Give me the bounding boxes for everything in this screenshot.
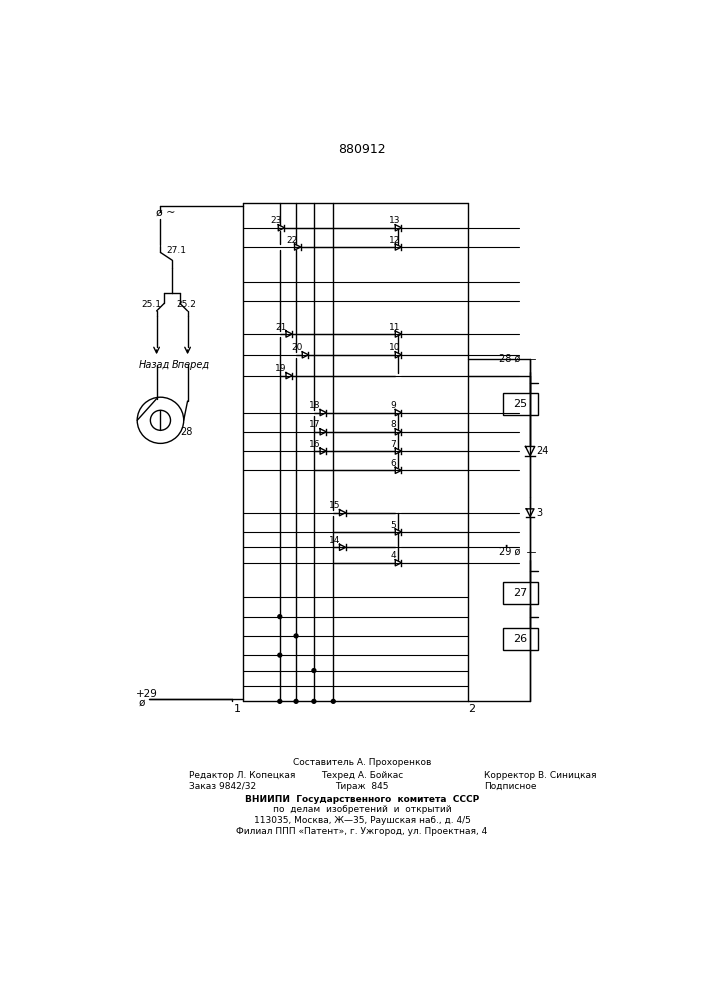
Text: ВНИИПИ  Государственного  комитета  СССР: ВНИИПИ Государственного комитета СССР — [245, 795, 479, 804]
Text: 7: 7 — [391, 440, 397, 449]
Circle shape — [332, 699, 335, 703]
Text: Назад: Назад — [139, 360, 170, 370]
Text: 21: 21 — [275, 323, 286, 332]
Text: 11: 11 — [389, 323, 401, 332]
Text: 8: 8 — [391, 420, 397, 429]
Text: 27.1: 27.1 — [166, 246, 186, 255]
Text: 29 ø  —: 29 ø — — [499, 546, 537, 556]
Text: 23: 23 — [271, 216, 282, 225]
Text: 5: 5 — [391, 521, 397, 530]
Text: 2: 2 — [469, 704, 476, 714]
Text: Редактор Л. Копецкая: Редактор Л. Копецкая — [189, 771, 296, 780]
Circle shape — [278, 653, 281, 657]
Text: по  делам  изобретений  и  открытий: по делам изобретений и открытий — [273, 805, 451, 814]
Text: Заказ 9842/32: Заказ 9842/32 — [189, 782, 256, 791]
Text: ø ~: ø ~ — [156, 207, 175, 217]
Text: 1: 1 — [234, 704, 240, 714]
Text: 13: 13 — [389, 216, 401, 225]
Text: 27: 27 — [513, 588, 527, 598]
Text: 10: 10 — [389, 343, 401, 352]
Text: 6: 6 — [391, 459, 397, 468]
Text: 28 ø  —: 28 ø — — [499, 354, 537, 364]
Text: 3: 3 — [537, 508, 542, 518]
Text: 14: 14 — [329, 536, 340, 545]
Text: Филиал ППП «Патент», г. Ужгород, ул. Проектная, 4: Филиал ППП «Патент», г. Ужгород, ул. Про… — [236, 827, 488, 836]
Text: 26: 26 — [513, 634, 527, 644]
Circle shape — [294, 634, 298, 638]
Text: +29: +29 — [136, 689, 158, 699]
Circle shape — [278, 699, 281, 703]
Circle shape — [312, 669, 316, 672]
Text: Техред А. Бойкас: Техред А. Бойкас — [321, 771, 403, 780]
Text: 25: 25 — [513, 399, 527, 409]
Text: 18: 18 — [309, 401, 321, 410]
Text: ø: ø — [139, 698, 145, 708]
Text: 24: 24 — [537, 446, 549, 456]
Circle shape — [312, 699, 316, 703]
Text: 19: 19 — [275, 364, 286, 373]
Text: Вперед: Вперед — [172, 360, 210, 370]
Text: Корректор В. Синицкая: Корректор В. Синицкая — [484, 771, 596, 780]
Text: 25.1: 25.1 — [141, 300, 161, 309]
Circle shape — [294, 699, 298, 703]
Text: Составитель А. Прохоренков: Составитель А. Прохоренков — [293, 758, 431, 767]
Text: 12: 12 — [389, 236, 400, 245]
Text: 4: 4 — [391, 551, 396, 560]
Bar — [503, 628, 538, 650]
Text: 9: 9 — [391, 401, 397, 410]
Text: 20: 20 — [291, 343, 303, 352]
Text: 880912: 880912 — [338, 143, 386, 156]
Text: 28: 28 — [180, 427, 192, 437]
Text: 16: 16 — [309, 440, 321, 449]
Circle shape — [278, 615, 281, 619]
Text: Подписное: Подписное — [484, 782, 536, 791]
Text: 17: 17 — [309, 420, 321, 429]
Text: 25.2: 25.2 — [176, 300, 196, 309]
Text: 22: 22 — [287, 236, 298, 245]
Text: 15: 15 — [329, 501, 340, 510]
Bar — [503, 393, 538, 415]
Bar — [503, 582, 538, 604]
Text: 113035, Москва, Ж—35, Раушская наб., д. 4/5: 113035, Москва, Ж—35, Раушская наб., д. … — [254, 816, 470, 825]
Text: ·: · — [503, 538, 508, 556]
Text: Тираж  845: Тираж 845 — [335, 782, 389, 791]
